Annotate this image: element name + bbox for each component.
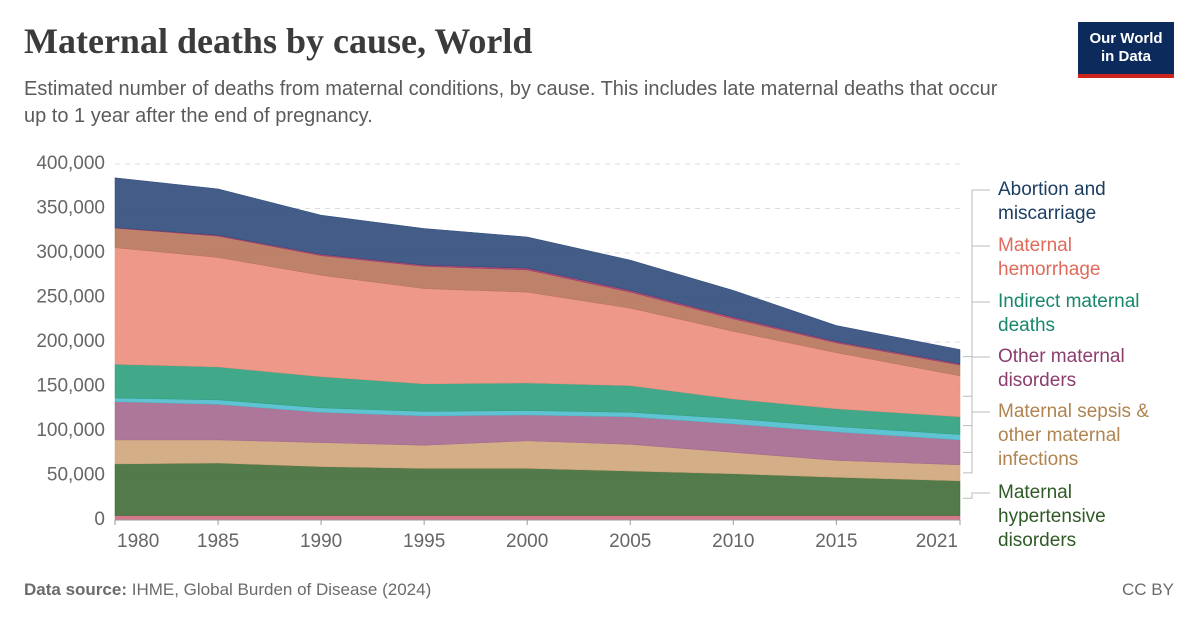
x-tick-label: 1980 xyxy=(117,531,159,552)
legend-connector xyxy=(963,356,990,453)
area xyxy=(114,515,961,521)
x-tick-label: 1990 xyxy=(300,531,342,552)
y-tick-label: 100,000 xyxy=(36,420,105,441)
legend-connector xyxy=(963,189,990,358)
legend-label[interactable]: Maternal sepsis & other maternal infecti… xyxy=(998,401,1150,470)
license[interactable]: CC BY xyxy=(1122,580,1174,599)
legend-label[interactable]: Other maternal disorders xyxy=(998,346,1125,391)
chart-subtitle: Estimated number of deaths from maternal… xyxy=(24,78,998,127)
y-tick-label: 0 xyxy=(94,509,105,530)
legend-connector xyxy=(963,492,990,499)
x-tick-label: 2021 xyxy=(916,531,958,552)
chart-title: Maternal deaths by cause, World xyxy=(24,21,533,61)
y-tick-label: 50,000 xyxy=(47,465,105,486)
source-label: Data source: xyxy=(24,580,127,599)
source[interactable]: IHME, Global Burden of Disease (2024) xyxy=(131,580,432,599)
legend-label[interactable]: Abortion and miscarriage xyxy=(998,179,1106,224)
y-tick-label: 300,000 xyxy=(36,242,105,263)
x-tick-label: 2000 xyxy=(506,531,548,552)
footer: Data source: IHME, Global Burden of Dise… xyxy=(24,580,431,600)
legend-connector xyxy=(963,411,990,474)
legend-connector xyxy=(963,245,990,397)
y-tick-label: 350,000 xyxy=(36,198,105,219)
legend-label[interactable]: Maternal hemorrhage xyxy=(998,235,1101,280)
logo[interactable]: Our World in Data xyxy=(1078,22,1174,78)
x-tick-label: 2015 xyxy=(815,531,857,552)
legend-connector xyxy=(963,301,990,427)
y-tick-label: 150,000 xyxy=(36,376,105,397)
x-tick-label: 2010 xyxy=(712,531,754,552)
x-tick-label: 2005 xyxy=(609,531,651,552)
legend-label[interactable]: Indirect maternal deaths xyxy=(998,291,1140,336)
y-tick-label: 400,000 xyxy=(36,153,105,174)
y-tick-label: 250,000 xyxy=(36,287,105,308)
y-tick-label: 200,000 xyxy=(36,331,105,352)
legend-label[interactable]: Maternal hypertensive disorders xyxy=(998,482,1106,551)
x-tick-label: 1995 xyxy=(403,531,445,552)
area xyxy=(114,177,961,365)
x-tick-label: 1985 xyxy=(197,531,239,552)
